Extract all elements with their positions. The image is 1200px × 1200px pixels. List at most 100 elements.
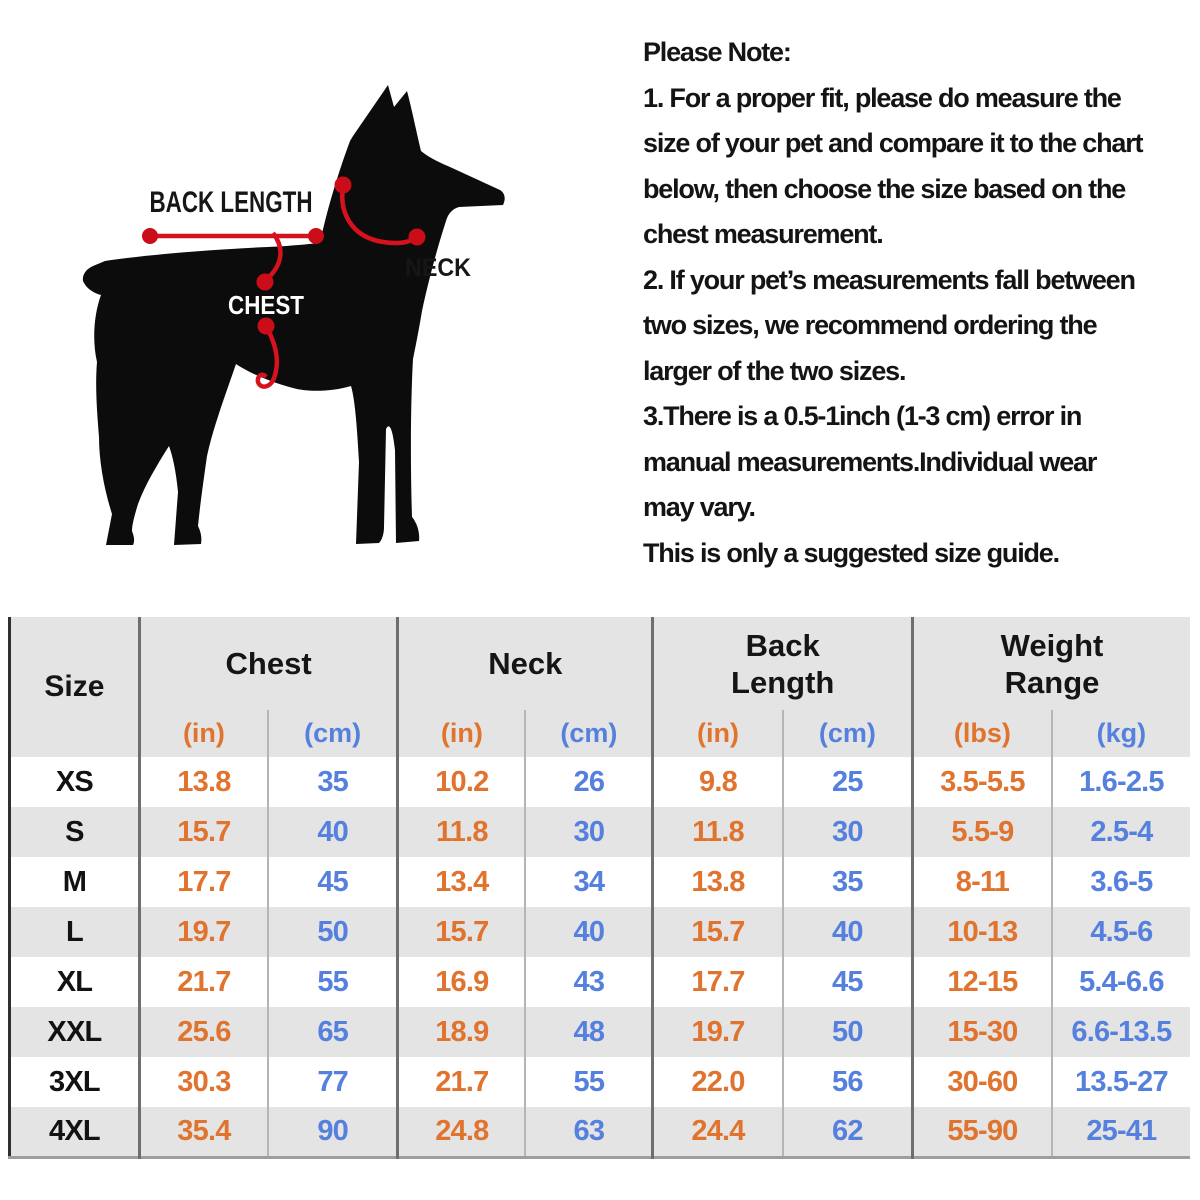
table-cell: 34 (524, 857, 653, 907)
note-line: 3.There is a 0.5-1inch (1-3 cm) error in (643, 401, 1082, 431)
note-line: This is only a suggested size guide. (643, 537, 1060, 568)
table-cell: 8-11 (911, 857, 1052, 907)
note-line: two sizes, we recommend ordering the (643, 310, 1098, 340)
table-cell: 45 (781, 957, 913, 1007)
table-cell: 35.4 (137, 1107, 269, 1157)
dog-diagram: BACK LENGTH NECK CHEST (82, 85, 505, 545)
neck-arc (340, 186, 419, 246)
note-title: Please Note: (643, 37, 792, 67)
table-cell: 77 (267, 1057, 398, 1107)
group-label-line: Length (731, 664, 835, 700)
table-cell: 45 (267, 857, 398, 907)
table-cell: XL (56, 965, 93, 998)
table-cell: 55-90 (911, 1107, 1052, 1157)
table-cell: 15.7 (137, 807, 269, 857)
group-label-line: Back (745, 627, 820, 663)
table-cell: 18.9 (396, 1007, 526, 1057)
table-cell: 25 (781, 757, 913, 807)
group-label-line: Range (1004, 664, 1100, 700)
table-cell: 21.7 (137, 957, 269, 1007)
table-cell: 9.8 (651, 757, 783, 807)
table-cell: 50 (781, 1007, 913, 1057)
col-header-size: Size (9, 617, 140, 757)
note-line: size of your pet and compare it to the c… (643, 128, 1143, 158)
table-cell: 90 (267, 1107, 398, 1157)
table-cell: 13.8 (651, 857, 783, 907)
note-block: Please Note: 1. For a proper fit, please… (643, 30, 1195, 576)
table-cell: 24.4 (651, 1107, 783, 1157)
table-row: S 15.7 40 11.8 30 11.8 30 5.5-9 2.5-4 (9, 807, 1190, 857)
unit-header: (cm) (267, 710, 398, 757)
note-line: larger of the two sizes. (643, 355, 906, 386)
table-cell: 19.7 (137, 907, 269, 957)
col-group-chest: Chest (137, 617, 398, 710)
dog-silhouette (82, 85, 505, 545)
table-cell: 21.7 (396, 1057, 526, 1107)
table-cell: 4XL (49, 1114, 101, 1147)
col-group-weight-range: Weight Range (911, 617, 1190, 710)
table-cell: 16.9 (396, 957, 526, 1007)
table-cell: 40 (781, 907, 913, 957)
unit-header: (kg) (1050, 710, 1190, 757)
unit-header: (in) (137, 710, 269, 757)
table-cell: 30 (524, 807, 653, 857)
size-chart: Size Chest Neck Back Length Weight Range (8, 617, 1190, 1159)
back-length-label: BACK LENGTH (150, 186, 313, 219)
measure-dot (257, 317, 275, 335)
table-cell: 24.8 (396, 1107, 526, 1157)
table-cell: 56 (781, 1057, 913, 1107)
table-row: 4XL 35.4 90 24.8 63 24.4 62 55-90 25-41 (9, 1107, 1190, 1157)
measure-dot (408, 228, 426, 246)
size-chart-table: Size Chest Neck Back Length Weight Range (8, 617, 1190, 1159)
table-cell: 11.8 (396, 807, 526, 857)
table-cell: 13.5-27 (1050, 1057, 1190, 1107)
table-cell: 10.2 (396, 757, 526, 807)
chest-label: CHEST (228, 290, 304, 320)
table-cell: 35 (781, 857, 913, 907)
table-cell: 10-13 (911, 907, 1052, 957)
table-cell: 25.6 (137, 1007, 269, 1057)
measure-dot (334, 176, 352, 194)
table-cell: 2.5-4 (1050, 807, 1190, 857)
table-cell: 40 (524, 907, 653, 957)
table-cell: 40 (267, 807, 398, 857)
unit-header: (cm) (524, 710, 653, 757)
table-cell: 26 (524, 757, 653, 807)
table-cell: 12-15 (911, 957, 1052, 1007)
table-cell: M (62, 865, 87, 898)
table-cell: 4.5-6 (1050, 907, 1190, 957)
group-label-line: Neck (488, 646, 563, 681)
table-cell: 50 (267, 907, 398, 957)
table-cell: 30 (781, 807, 913, 857)
unit-header: (in) (651, 710, 783, 757)
table-row: L 19.7 50 15.7 40 15.7 40 10-13 4.5-6 (9, 907, 1190, 957)
table-cell: 15-30 (911, 1007, 1052, 1057)
table-cell: 43 (524, 957, 653, 1007)
table-cell: 3.6-5 (1050, 857, 1190, 907)
note-line: chest measurement. (643, 219, 884, 249)
table-cell: 35 (267, 757, 398, 807)
measure-dot (142, 228, 158, 244)
table-cell: 1.6-2.5 (1050, 757, 1190, 807)
table-cell: 15.7 (651, 907, 783, 957)
table-cell: 63 (524, 1107, 653, 1157)
table-cell: XXL (47, 1015, 102, 1048)
table-cell: 15.7 (396, 907, 526, 957)
table-cell: L (65, 915, 84, 948)
table-row: XXL 25.6 65 18.9 48 19.7 50 15-30 6.6-13… (9, 1007, 1190, 1057)
measure-dot (256, 273, 274, 291)
table-cell: 19.7 (651, 1007, 783, 1057)
table-cell: 55 (267, 957, 398, 1007)
note-line: 2. If your pet’s measurements fall betwe… (643, 264, 1136, 295)
table-cell: S (65, 815, 84, 848)
table-cell: 62 (781, 1107, 913, 1157)
table-cell: 3.5-5.5 (911, 757, 1052, 807)
table-cell: 25-41 (1050, 1107, 1190, 1157)
unit-header: (in) (396, 710, 526, 757)
table-cell: 6.6-13.5 (1050, 1007, 1190, 1057)
unit-header: (lbs) (911, 710, 1052, 757)
table-cell: 22.0 (651, 1057, 783, 1107)
table-row: XL 21.7 55 16.9 43 17.7 45 12-15 5.4-6.6 (10, 957, 1190, 1007)
group-label-line: Weight (1000, 627, 1104, 663)
